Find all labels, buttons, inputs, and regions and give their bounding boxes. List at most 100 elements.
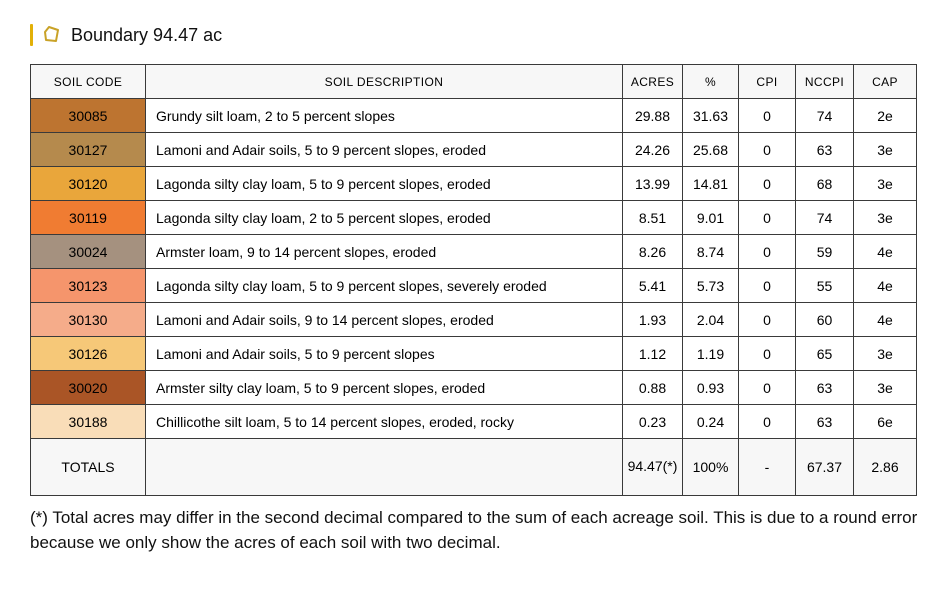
cap-cell: 4e: [853, 302, 917, 337]
totals-nccpi-cell: 67.37: [795, 438, 854, 496]
nccpi-cell: 55: [795, 268, 854, 303]
table-row: 30130 Lamoni and Adair soils, 9 to 14 per…: [30, 302, 917, 337]
nccpi-cell: 63: [795, 404, 854, 439]
cap-cell: 4e: [853, 234, 917, 269]
cap-cell: 3e: [853, 336, 917, 371]
table-row: 30119 Lagonda silty clay loam, 2 to 5 per…: [30, 200, 917, 235]
nccpi-cell: 60: [795, 302, 854, 337]
soil-table: SOIL CODE SOIL DESCRIPTION ACRES % CPI N…: [30, 64, 917, 496]
cap-cell: 3e: [853, 132, 917, 167]
nccpi-cell: 59: [795, 234, 854, 269]
soil-report-page: Boundary 94.47 ac SOIL CODE SOIL DESCRIP…: [30, 22, 918, 552]
accent-bar: [30, 24, 33, 46]
cap-cell: 4e: [853, 268, 917, 303]
acres-cell: 0.88: [622, 370, 683, 405]
col-header-cpi: CPI: [738, 64, 796, 99]
table-row: 30120 Lagonda silty clay loam, 5 to 9 per…: [30, 166, 917, 201]
soil-code-cell: 30126: [30, 336, 146, 371]
nccpi-cell: 74: [795, 200, 854, 235]
percent-cell: 14.81: [682, 166, 739, 201]
soil-description-cell: Lagonda silty clay loam, 2 to 5 percent …: [145, 200, 623, 235]
acres-cell: 8.51: [622, 200, 683, 235]
cpi-cell: 0: [738, 200, 796, 235]
cpi-cell: 0: [738, 370, 796, 405]
col-header-acres: ACRES: [622, 64, 683, 99]
table-row: 30020 Armster silty clay loam, 5 to 9 per…: [30, 370, 917, 405]
table-row: 30123 Lagonda silty clay loam, 5 to 9 per…: [30, 268, 917, 303]
cpi-cell: 0: [738, 404, 796, 439]
percent-cell: 31.63: [682, 98, 739, 133]
nccpi-cell: 63: [795, 132, 854, 167]
percent-cell: 0.93: [682, 370, 739, 405]
soil-code-cell: 30123: [30, 268, 146, 303]
nccpi-cell: 68: [795, 166, 854, 201]
soil-description-cell: Lamoni and Adair soils, 9 to 14 percent …: [145, 302, 623, 337]
acres-cell: 1.93: [622, 302, 683, 337]
percent-cell: 5.73: [682, 268, 739, 303]
cpi-cell: 0: [738, 336, 796, 371]
totals-acres-cell: 94.47(*): [622, 438, 683, 496]
acres-cell: 29.88: [622, 98, 683, 133]
col-header-percent: %: [682, 64, 739, 99]
soil-table-body: 30085 Grundy silt loam, 2 to 5 percent sl…: [30, 98, 917, 439]
percent-cell: 1.19: [682, 336, 739, 371]
col-header-nccpi: NCCPI: [795, 64, 854, 99]
soil-code-cell: 30024: [30, 234, 146, 269]
boundary-polygon-icon: [42, 25, 62, 45]
header-row: SOIL CODE SOIL DESCRIPTION ACRES % CPI N…: [30, 64, 917, 99]
table-row: 30188 Chillicothe silt loam, 5 to 14 perc…: [30, 404, 917, 439]
acres-cell: 8.26: [622, 234, 683, 269]
percent-cell: 9.01: [682, 200, 739, 235]
soil-code-cell: 30120: [30, 166, 146, 201]
cap-cell: 3e: [853, 200, 917, 235]
cpi-cell: 0: [738, 268, 796, 303]
soil-description-cell: Lagonda silty clay loam, 5 to 9 percent …: [145, 166, 623, 201]
acres-cell: 0.23: [622, 404, 683, 439]
col-header-cap: CAP: [853, 64, 917, 99]
totals-label: TOTALS: [30, 438, 146, 496]
soil-code-cell: 30188: [30, 404, 146, 439]
soil-description-cell: Grundy silt loam, 2 to 5 percent slopes: [145, 98, 623, 133]
page-title: Boundary 94.47 ac: [71, 24, 223, 45]
soil-code-cell: 30130: [30, 302, 146, 337]
totals-percent-cell: 100%: [682, 438, 739, 496]
acres-cell: 13.99: [622, 166, 683, 201]
cpi-cell: 0: [738, 132, 796, 167]
acres-cell: 1.12: [622, 336, 683, 371]
acres-cell: 5.41: [622, 268, 683, 303]
soil-code-cell: 30020: [30, 370, 146, 405]
percent-cell: 2.04: [682, 302, 739, 337]
soil-description-cell: Chillicothe silt loam, 5 to 14 percent s…: [145, 404, 623, 439]
soil-code-cell: 30119: [30, 200, 146, 235]
boundary-header: Boundary 94.47 ac: [30, 22, 916, 48]
table-row: 30127 Lamoni and Adair soils, 5 to 9 perc…: [30, 132, 917, 167]
cap-cell: 3e: [853, 370, 917, 405]
soil-description-cell: Armster loam, 9 to 14 percent slopes, er…: [145, 234, 623, 269]
soil-description-cell: Lamoni and Adair soils, 5 to 9 percent s…: [145, 132, 623, 167]
table-row: 30085 Grundy silt loam, 2 to 5 percent sl…: [30, 98, 917, 133]
cpi-cell: 0: [738, 234, 796, 269]
acres-cell: 24.26: [622, 132, 683, 167]
soil-code-cell: 30127: [30, 132, 146, 167]
totals-cap-cell: 2.86: [853, 438, 917, 496]
soil-code-cell: 30085: [30, 98, 146, 133]
percent-cell: 25.68: [682, 132, 739, 167]
percent-cell: 8.74: [682, 234, 739, 269]
totals-description-cell: [145, 438, 623, 496]
cap-cell: 6e: [853, 404, 917, 439]
cpi-cell: 0: [738, 98, 796, 133]
cap-cell: 3e: [853, 166, 917, 201]
totals-row: TOTALS 94.47(*) 100% - 67.37 2.86: [30, 438, 917, 496]
table-row: 30024 Armster loam, 9 to 14 percent slope…: [30, 234, 917, 269]
cap-cell: 2e: [853, 98, 917, 133]
nccpi-cell: 74: [795, 98, 854, 133]
cpi-cell: 0: [738, 302, 796, 337]
cpi-cell: 0: [738, 166, 796, 201]
soil-description-cell: Lagonda silty clay loam, 5 to 9 percent …: [145, 268, 623, 303]
footnote: (*) Total acres may differ in the second…: [30, 508, 918, 552]
table-header: SOIL CODE SOIL DESCRIPTION ACRES % CPI N…: [30, 64, 917, 99]
table-row: 30126 Lamoni and Adair soils, 5 to 9 perc…: [30, 336, 917, 371]
nccpi-cell: 65: [795, 336, 854, 371]
soil-description-cell: Armster silty clay loam, 5 to 9 percent …: [145, 370, 623, 405]
col-header-soil-description: SOIL DESCRIPTION: [145, 64, 623, 99]
